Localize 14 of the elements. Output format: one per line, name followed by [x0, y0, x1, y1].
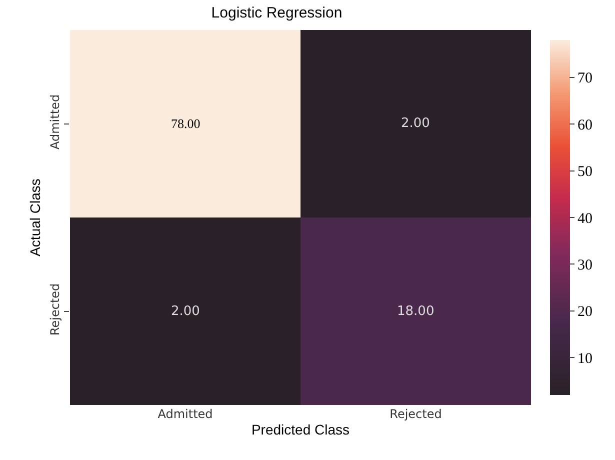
- data-label: 18.00: [397, 304, 434, 319]
- color-bar-label: 70: [578, 70, 592, 87]
- data-label: 2.00: [401, 116, 430, 131]
- color-bar-label: 50: [578, 164, 592, 180]
- color-bar-label: 40: [578, 210, 592, 227]
- color-bar-label: 60: [578, 117, 592, 134]
- data-label: 2.00: [171, 304, 200, 319]
- data-label: 78.00: [171, 116, 200, 131]
- color-bar-label: 30: [578, 257, 592, 274]
- x-axis-title: Predicted Class: [251, 421, 350, 438]
- color-bar-label: 10: [578, 350, 592, 367]
- color-bar-label: 20: [578, 304, 592, 320]
- y-axis-title: Actual Class: [26, 178, 43, 256]
- chart-title: Logistic Regression: [211, 4, 342, 22]
